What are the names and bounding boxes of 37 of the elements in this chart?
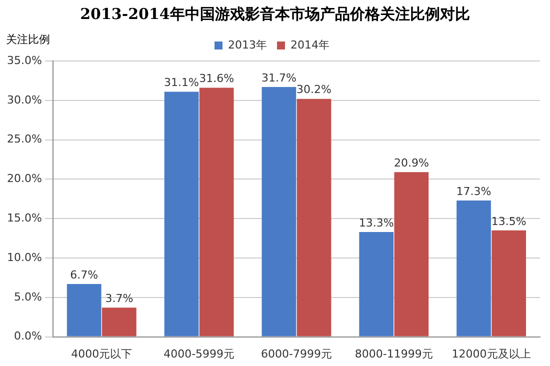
x-tick-label: 8000-11999元 (354, 347, 433, 360)
data-label: 20.9% (394, 156, 429, 170)
y-tick-label: 25.0% (6, 132, 42, 146)
data-label: 31.1% (164, 76, 200, 90)
x-tick-label: 6000-7999元 (260, 347, 332, 360)
bar (199, 88, 234, 336)
legend-label: 2014年 (290, 38, 330, 52)
y-tick-label: 0.0% (14, 330, 42, 343)
data-label: 17.3% (456, 184, 492, 198)
bar (456, 200, 491, 336)
x-tick-label: 4000-5999元 (164, 347, 235, 360)
y-tick-label: 10.0% (6, 250, 42, 264)
data-label: 31.6% (199, 72, 234, 86)
bar (66, 284, 102, 336)
bar (359, 232, 394, 336)
bar (102, 308, 136, 336)
data-label: 3.7% (105, 292, 134, 306)
data-label: 6.7% (70, 268, 98, 282)
y-tick-label: 5.0% (14, 290, 42, 304)
bar (492, 230, 526, 336)
y-tick-label: 35.0% (6, 54, 42, 67)
data-label: 30.2% (296, 83, 332, 96)
bar (394, 172, 429, 336)
x-tick-label: 12000元及以上 (452, 347, 531, 360)
legend-label: 2013年 (228, 38, 268, 52)
bar (262, 87, 296, 336)
bar (164, 92, 199, 336)
bar (296, 98, 332, 336)
y-tick-label: 15.0% (6, 211, 42, 224)
y-tick-label: 30.0% (6, 93, 42, 106)
data-label: 31.7% (261, 71, 296, 84)
x-tick-label: 4000元以下 (71, 347, 132, 360)
y-axis-title: 关注比例 (6, 32, 50, 47)
y-tick-label: 20.0% (6, 172, 42, 186)
chart-title: 2013-2014年中国游戏影音本市场产品价格关注比例对比 (79, 4, 471, 25)
data-label: 13.3% (358, 216, 394, 230)
data-label: 13.5% (491, 214, 526, 228)
